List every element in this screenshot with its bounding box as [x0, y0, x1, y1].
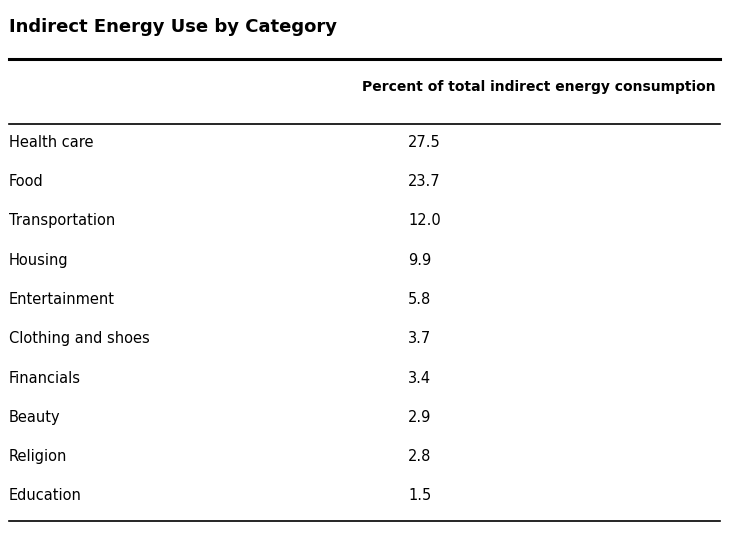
Text: 1.5: 1.5	[408, 488, 431, 503]
Text: 9.9: 9.9	[408, 253, 431, 268]
Text: 2.9: 2.9	[408, 410, 431, 425]
Text: Housing: Housing	[8, 253, 69, 268]
Text: Food: Food	[8, 174, 44, 189]
Text: Religion: Religion	[8, 449, 67, 464]
Text: 12.0: 12.0	[408, 214, 441, 229]
Text: 5.8: 5.8	[408, 292, 431, 307]
Text: Education: Education	[8, 488, 81, 503]
Text: 23.7: 23.7	[408, 174, 441, 189]
Text: Entertainment: Entertainment	[8, 292, 115, 307]
Text: Clothing and shoes: Clothing and shoes	[8, 331, 149, 346]
Text: 27.5: 27.5	[408, 135, 441, 150]
Text: Health care: Health care	[8, 135, 93, 150]
Text: Beauty: Beauty	[8, 410, 60, 425]
Text: 2.8: 2.8	[408, 449, 431, 464]
Text: Financials: Financials	[8, 370, 81, 385]
Text: 3.4: 3.4	[408, 370, 431, 385]
Text: 3.7: 3.7	[408, 331, 431, 346]
Text: Percent of total indirect energy consumption: Percent of total indirect energy consump…	[362, 81, 716, 94]
Text: Indirect Energy Use by Category: Indirect Energy Use by Category	[8, 18, 336, 36]
Text: Transportation: Transportation	[8, 214, 115, 229]
